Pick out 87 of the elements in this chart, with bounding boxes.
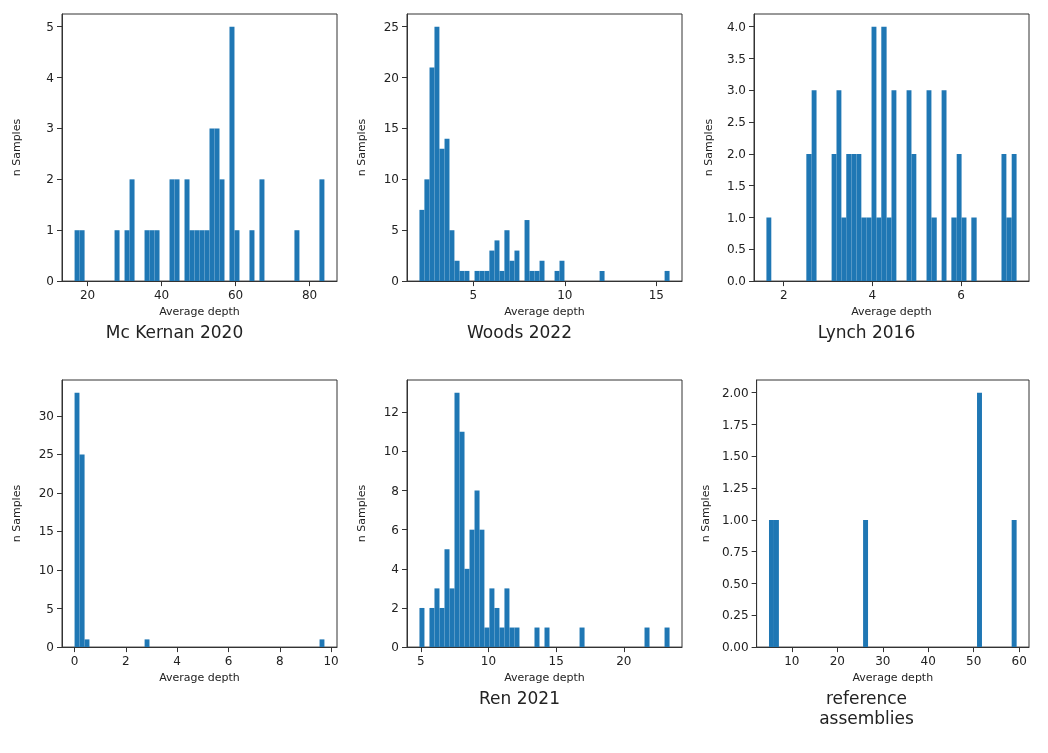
- y-axis-title: n Samples: [355, 484, 368, 543]
- y-tick-label: 0.5: [726, 242, 746, 257]
- y-tick-label: 0.25: [721, 608, 749, 623]
- y-tick-label: 2.00: [721, 385, 749, 400]
- x-tick-label: 2: [122, 654, 130, 669]
- y-axis-title: n Samples: [10, 118, 23, 177]
- y-tick-label: 15: [383, 121, 399, 136]
- y-tick-label: 6: [391, 522, 399, 537]
- y-tick-label: 3.5: [726, 51, 746, 66]
- y-tick-label: 5: [46, 601, 54, 616]
- text: Lynch 2016: [816, 322, 917, 342]
- y-tick-label: 0.75: [721, 544, 749, 559]
- y-tick-label: 1.25: [721, 481, 749, 496]
- x-tick-label: 10: [323, 654, 339, 669]
- y-tick-label: 0: [46, 640, 54, 655]
- x-axis-title: Average depth: [851, 305, 932, 318]
- y-tick-label: 15: [38, 524, 54, 539]
- x-axis-title: Average depth: [504, 671, 585, 684]
- y-tick-label: 5: [46, 19, 54, 34]
- x-tick-label: 6: [224, 654, 233, 669]
- x-tick-label: 15: [548, 654, 564, 669]
- x-tick-label: 40: [920, 654, 936, 669]
- y-axis-title: n Samples: [702, 118, 715, 177]
- x-tick-label: 15: [648, 288, 665, 303]
- y-tick-label: 10: [383, 172, 399, 187]
- y-tick-label: 1.0: [726, 210, 746, 225]
- y-tick-label: 12: [383, 405, 399, 420]
- y-tick-label: 20: [383, 70, 399, 85]
- x-tick-label: 2: [779, 288, 788, 303]
- x-tick-label: 50: [966, 654, 982, 669]
- y-tick-label: 10: [38, 563, 54, 578]
- y-tick-label: 2: [46, 172, 54, 187]
- x-tick-label: 4: [173, 654, 181, 669]
- x-tick-label: 5: [469, 288, 478, 303]
- y-tick-label: 2: [391, 600, 399, 615]
- y-tick-label: 25: [38, 447, 54, 462]
- y-tick-label: 5: [391, 223, 399, 238]
- x-tick-label: 8: [275, 654, 284, 669]
- y-tick-label: 25: [383, 19, 399, 34]
- x-tick-label: 10: [480, 654, 497, 669]
- y-tick-label: 0.00: [721, 640, 749, 655]
- text: Ren 2021: [478, 688, 561, 708]
- x-tick-label: 80: [301, 288, 318, 303]
- y-tick-label: 30: [38, 408, 54, 423]
- y-tick-label: 2.0: [726, 146, 746, 161]
- y-tick-label: 10: [383, 444, 399, 459]
- text: Mc Kernan 2020: [104, 322, 245, 342]
- x-tick-label: 5: [416, 654, 425, 669]
- y-tick-label: 2.5: [726, 115, 746, 130]
- y-tick-label: 0.0: [726, 274, 746, 289]
- y-tick-label: 1.00: [721, 512, 749, 527]
- x-tick-label: 20: [829, 654, 845, 669]
- x-tick-label: 40: [153, 288, 170, 303]
- y-axis-title: n Samples: [699, 484, 712, 543]
- x-tick-label: 4: [868, 288, 877, 303]
- y-tick-label: 1.5: [726, 178, 746, 193]
- y-tick-label: 3.0: [726, 83, 746, 98]
- y-tick-label: 8: [391, 483, 399, 498]
- y-axis-title: n Samples: [355, 118, 368, 177]
- x-tick-label: 30: [875, 654, 891, 669]
- x-tick-label: 0: [70, 654, 79, 669]
- y-axis-title: n Samples: [10, 484, 23, 543]
- y-tick-label: 0: [391, 274, 399, 289]
- y-tick-label: 3: [46, 121, 54, 136]
- x-tick-label: 60: [1011, 654, 1027, 669]
- y-tick-label: 4: [46, 70, 54, 85]
- x-axis-title: Average depth: [159, 305, 240, 318]
- x-tick-label: 20: [79, 288, 96, 303]
- x-axis-title: Average depth: [852, 671, 934, 684]
- y-tick-label: 1.75: [721, 417, 749, 432]
- x-tick-label: 10: [784, 654, 800, 669]
- x-axis-title: Average depth: [159, 671, 240, 684]
- text: Woods 2022: [466, 322, 573, 342]
- y-tick-label: 0: [391, 640, 399, 655]
- x-tick-label: 6: [957, 288, 965, 303]
- y-tick-label: 0: [46, 274, 54, 289]
- y-tick-label: 4.0: [726, 19, 746, 34]
- y-tick-label: 20: [38, 485, 54, 500]
- x-tick-label: 10: [557, 288, 573, 303]
- x-tick-label: 20: [616, 654, 632, 669]
- x-axis-title: Average depth: [504, 305, 585, 318]
- text: reference assemblies: [818, 688, 915, 728]
- x-tick-label: 60: [227, 288, 244, 303]
- y-tick-label: 0.50: [721, 576, 749, 591]
- y-tick-label: 1.50: [721, 449, 749, 464]
- y-tick-label: 1: [46, 223, 54, 238]
- y-tick-label: 4: [391, 561, 399, 576]
